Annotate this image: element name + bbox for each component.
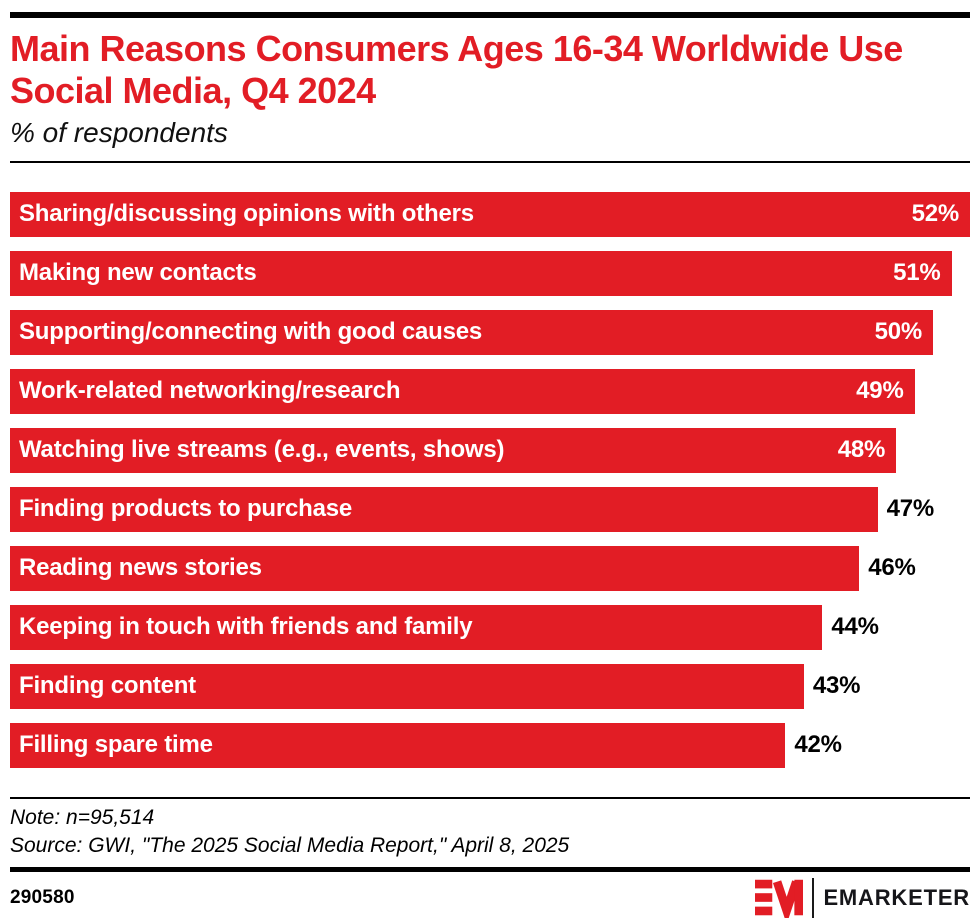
- chart-id: 290580: [10, 886, 75, 908]
- header-divider: [10, 160, 970, 163]
- bar: Finding products to purchase: [10, 486, 878, 532]
- bar-row: Finding content 43%: [10, 663, 970, 709]
- bar-value-label: 42%: [794, 731, 842, 759]
- bar-row: Finding products to purchase 47%: [10, 486, 970, 532]
- logo-separator: [812, 877, 815, 918]
- bar: Work-related networking/research 49%: [10, 368, 915, 414]
- bar-row: Keeping in touch with friends and family…: [10, 604, 970, 650]
- bar-category-label: Reading news stories: [19, 554, 262, 582]
- source-line: Source: GWI, "The 2025 Social Media Repo…: [10, 833, 570, 857]
- bar-category-label: Finding products to purchase: [19, 495, 353, 523]
- bar-value-label: 50%: [874, 318, 923, 346]
- bar-chart: Sharing/discussing opinions with others 5…: [10, 191, 970, 768]
- logo-wordmark: EMARKETER: [823, 884, 970, 910]
- bar: Supporting/connecting with good causes 50…: [10, 309, 934, 355]
- bar-row: Work-related networking/research 49%: [10, 368, 970, 414]
- footer-divider-thick: [10, 866, 970, 872]
- bar-row: Making new contacts 51%: [10, 250, 970, 296]
- bar-category-label: Supporting/connecting with good causes: [19, 318, 483, 346]
- note-line: Note: n=95,514: [10, 805, 155, 829]
- emarketer-logo: EMARKETER: [755, 877, 970, 918]
- bar-value-label: 44%: [831, 613, 879, 641]
- bar-category-label: Making new contacts: [19, 259, 257, 287]
- bar-row: Supporting/connecting with good causes 50…: [10, 309, 970, 355]
- bar: Filling spare time: [10, 722, 786, 768]
- bar-row: Reading news stories 46%: [10, 545, 970, 591]
- bar-category-label: Watching live streams (e.g., events, sho…: [19, 436, 505, 464]
- bar-value-label: 47%: [886, 495, 935, 523]
- bar-value-label: 52%: [911, 200, 960, 228]
- bar-value-label: 43%: [812, 672, 861, 700]
- bar: Making new contacts 51%: [10, 250, 952, 296]
- bar-category-label: Finding content: [19, 672, 196, 700]
- chart-title: Main Reasons Consumers Ages 16-34 Worldw…: [10, 28, 903, 112]
- bar-category-label: Work-related networking/research: [19, 377, 401, 405]
- chart-notes: Note: n=95,514 Source: GWI, "The 2025 So…: [10, 804, 970, 860]
- bar-value-label: 51%: [893, 259, 941, 287]
- top-divider: [10, 12, 970, 18]
- bar: Sharing/discussing opinions with others 5…: [10, 191, 970, 237]
- bar-row: Filling spare time 42%: [10, 722, 970, 768]
- bar-category-label: Sharing/discussing opinions with others: [19, 200, 474, 228]
- bar-value-label: 46%: [868, 554, 916, 582]
- bar-category-label: Keeping in touch with friends and family: [19, 613, 473, 641]
- bar-value-label: 49%: [856, 377, 904, 405]
- chart-subtitle: % of respondents: [10, 116, 228, 148]
- bar-row: Watching live streams (e.g., events, sho…: [10, 427, 970, 473]
- footer-bottom-row: 290580 EMARKETER: [10, 877, 970, 918]
- bar: Keeping in touch with friends and family: [10, 604, 823, 650]
- bar-value-label: 48%: [837, 436, 886, 464]
- bar: Finding content: [10, 663, 804, 709]
- em-monogram-icon: [755, 879, 804, 918]
- bar: Reading news stories: [10, 545, 860, 591]
- bar-category-label: Filling spare time: [19, 731, 213, 759]
- footer-divider-thin: [10, 796, 970, 799]
- bar: Watching live streams (e.g., events, sho…: [10, 427, 897, 473]
- bar-row: Sharing/discussing opinions with others 5…: [10, 191, 970, 237]
